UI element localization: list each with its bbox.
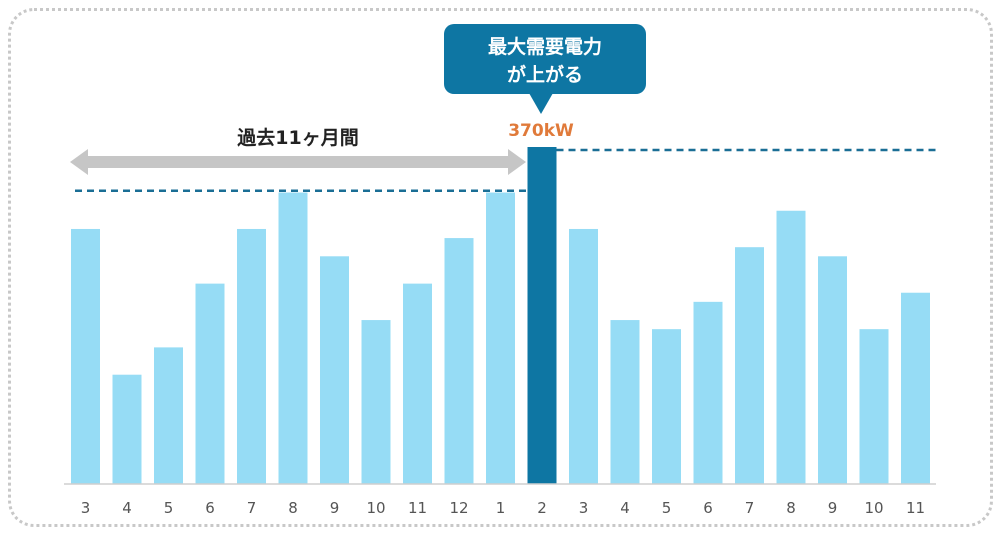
x-tick-label: 7 [745, 499, 755, 517]
x-tick-label: 4 [122, 499, 132, 517]
bar [195, 283, 225, 484]
bar-highlight [527, 147, 557, 484]
bar [320, 256, 349, 484]
x-tick-label: 6 [703, 499, 713, 517]
x-tick-label: 5 [662, 499, 672, 517]
callout-box [444, 24, 646, 94]
x-tick-label: 5 [164, 499, 174, 517]
bar [610, 320, 640, 484]
x-tick-label: 2 [537, 499, 547, 517]
bars-group [71, 147, 930, 485]
bar [693, 301, 723, 484]
bar [71, 228, 100, 484]
period-arrow-right-head [508, 149, 526, 175]
period-arrow-shaft [86, 156, 512, 168]
bar [735, 247, 764, 484]
x-tick-label: 6 [205, 499, 215, 517]
period-label: 過去11ヶ月間 [237, 126, 358, 149]
bar [361, 320, 391, 484]
bar [652, 329, 681, 484]
x-tick-label: 9 [330, 499, 340, 517]
bar [112, 374, 142, 484]
bar [901, 292, 930, 484]
callout-line-1: 最大需要電力 [488, 35, 602, 58]
x-tick-label: 4 [620, 499, 630, 517]
bar [403, 283, 432, 484]
bar [569, 228, 598, 484]
x-tick-label: 8 [786, 499, 796, 517]
x-tick-label: 10 [366, 499, 385, 517]
bar [278, 192, 308, 485]
bar [486, 192, 515, 485]
x-tick-label: 1 [496, 499, 506, 517]
tick-labels-group: 3 4 5 6 7 8 9 10 11 12 1 2 3 4 5 6 7 8 9 10 11 [81, 499, 925, 517]
bar [776, 210, 806, 484]
bar [818, 256, 847, 484]
x-tick-label: 12 [449, 499, 468, 517]
bar [444, 238, 474, 484]
chart-frame [8, 8, 993, 527]
x-tick-label: 3 [579, 499, 589, 517]
callout-bubble: 最大需要電力 が上がる [444, 24, 646, 114]
bar [154, 347, 183, 484]
x-tick-label: 8 [288, 499, 298, 517]
x-tick-label: 7 [247, 499, 257, 517]
x-tick-label: 3 [81, 499, 91, 517]
bar [237, 228, 266, 484]
x-tick-label: 10 [864, 499, 883, 517]
x-tick-label: 9 [828, 499, 838, 517]
x-tick-label: 11 [906, 499, 925, 517]
bar [859, 329, 889, 484]
x-tick-label: 11 [408, 499, 427, 517]
period-arrow [70, 149, 526, 175]
peak-value-label: 370kW [508, 121, 574, 141]
callout-line-2: が上がる [507, 63, 583, 86]
callout-pointer [529, 93, 553, 114]
period-arrow-left-head [70, 149, 88, 175]
